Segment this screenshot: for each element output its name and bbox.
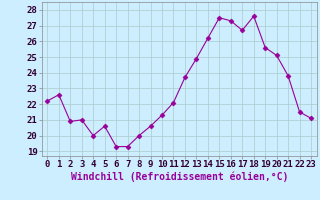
X-axis label: Windchill (Refroidissement éolien,°C): Windchill (Refroidissement éolien,°C)	[70, 172, 288, 182]
